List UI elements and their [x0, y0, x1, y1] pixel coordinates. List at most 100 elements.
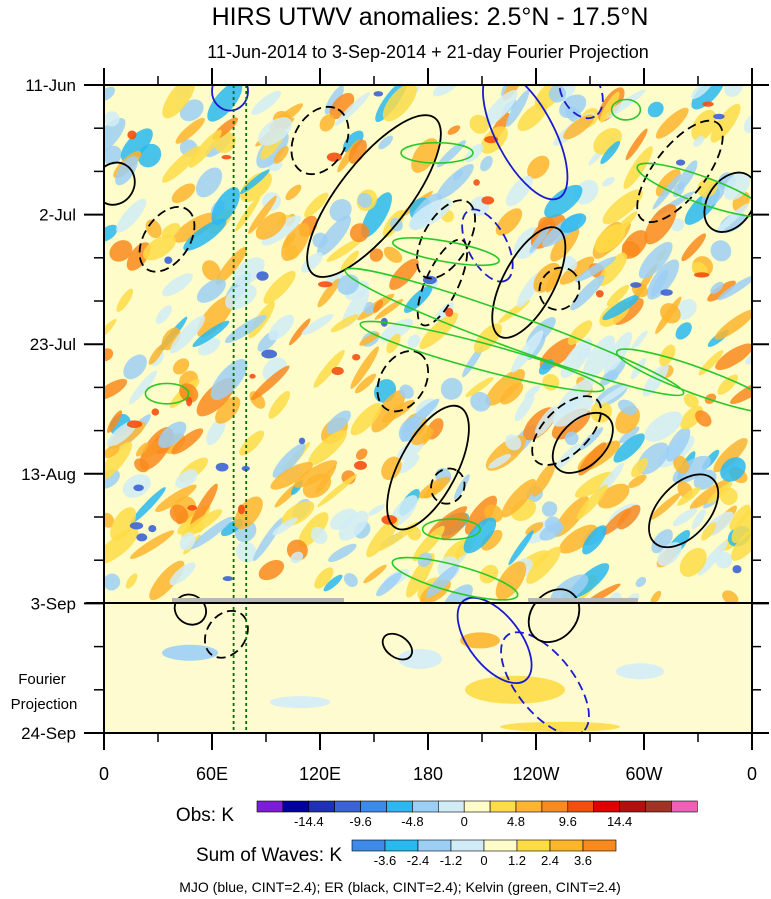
- anomaly-blob: [378, 135, 393, 150]
- anomaly-blob: [575, 256, 617, 283]
- projection-blob: [500, 721, 620, 732]
- anomaly-blob: [724, 85, 744, 97]
- anomaly-blob: [567, 320, 593, 346]
- anomaly-blob: [602, 89, 646, 120]
- anomaly-blob: [104, 445, 120, 458]
- anomaly-blob: [597, 384, 629, 406]
- er-contour: [430, 467, 466, 505]
- anomaly-blob: [651, 529, 673, 554]
- anomaly-blob: [578, 442, 607, 476]
- anomaly-blob: [261, 215, 302, 246]
- anomaly-blob: [312, 232, 328, 248]
- obs-anomaly-field: [104, 85, 752, 603]
- anomaly-blob: [479, 564, 499, 584]
- anomaly-blob: [677, 486, 701, 506]
- anomaly-blob: [366, 517, 399, 558]
- anomaly-blob: [495, 561, 527, 600]
- x-tick-label: 120W: [512, 764, 559, 784]
- anomaly-blob: [671, 218, 685, 232]
- anomaly-blob: [314, 567, 334, 589]
- anomaly-blob: [606, 369, 619, 382]
- anomaly-peak: [445, 307, 454, 317]
- anomaly-peak: [129, 522, 144, 530]
- anomaly-blob: [308, 429, 348, 466]
- anomaly-blob: [488, 453, 512, 469]
- er-contour: [703, 171, 752, 233]
- anomaly-blob: [717, 275, 752, 301]
- anomaly-blob: [224, 314, 267, 344]
- anomaly-blob: [407, 334, 421, 348]
- x-tick-label: 120E: [299, 764, 341, 784]
- anomaly-blob: [104, 117, 126, 158]
- anomaly-blob: [251, 90, 282, 115]
- anomaly-peak: [326, 152, 342, 162]
- waves-legend: Sum of Waves: K -3.6 -2.4 -1.2 0 1.2 2.4 3.6: [196, 839, 617, 868]
- anomaly-blob: [344, 572, 358, 588]
- kelvin-contour: [359, 320, 605, 393]
- anomaly-blob: [600, 140, 621, 165]
- anomaly-blob: [258, 117, 292, 146]
- anomaly-blob: [253, 517, 283, 562]
- anomaly-blob: [196, 278, 226, 303]
- anomaly-peak: [354, 460, 367, 470]
- anomaly-blob: [211, 187, 240, 226]
- anomaly-blob: [202, 260, 221, 281]
- anomaly-peak: [249, 373, 256, 379]
- anomaly-blob: [511, 330, 544, 373]
- anomaly-blob: [251, 365, 290, 401]
- anomaly-blob: [514, 393, 535, 422]
- colorbar-cell: [450, 839, 485, 852]
- anomaly-blob: [722, 590, 739, 603]
- er-contour: [290, 105, 350, 176]
- anomaly-blob: [123, 354, 147, 380]
- anomaly-blob: [559, 524, 598, 554]
- er-contour: [381, 632, 414, 661]
- anomaly-blob: [330, 314, 359, 333]
- anomaly-blob: [649, 492, 681, 520]
- anomaly-blob: [313, 349, 345, 388]
- anomaly-blob: [328, 543, 357, 563]
- obs-legend-title: Obs: K: [176, 805, 234, 826]
- anomaly-blob: [691, 85, 725, 110]
- anomaly-blob: [323, 574, 343, 592]
- anomaly-blob: [617, 504, 641, 530]
- anomaly-blob: [715, 551, 733, 569]
- anomaly-blob: [258, 560, 285, 581]
- anomaly-blob: [192, 320, 230, 347]
- anomaly-blob: [239, 430, 265, 456]
- anomaly-blob: [386, 333, 401, 354]
- anomaly-blob: [363, 564, 387, 584]
- anomaly-blob: [120, 128, 153, 162]
- projection-label-line2: Projection: [11, 696, 78, 713]
- anomaly-blob: [560, 213, 587, 233]
- anomaly-blob: [400, 398, 440, 435]
- anomaly-blob: [599, 91, 620, 123]
- x-tick-label: 0: [99, 764, 109, 784]
- anomaly-blob: [707, 482, 733, 504]
- anomaly-blob: [582, 525, 607, 555]
- anomaly-blob: [155, 484, 197, 512]
- colorbar-cell: [541, 800, 569, 813]
- anomaly-peak: [331, 366, 344, 376]
- anomaly-blob: [104, 111, 120, 127]
- anomaly-blob: [288, 318, 311, 346]
- anomaly-blob: [657, 542, 682, 566]
- anomaly-blob: [169, 315, 206, 354]
- colorbar-cell: [567, 800, 594, 813]
- anomaly-blob: [235, 196, 261, 232]
- anomaly-blob: [115, 156, 138, 186]
- anomaly-blob: [582, 335, 615, 381]
- anomaly-blob: [470, 391, 491, 412]
- anomaly-blob: [689, 479, 730, 510]
- anomaly-blob: [559, 94, 587, 119]
- anomaly-blob: [181, 509, 223, 538]
- anomaly-blob: [285, 184, 302, 201]
- anomaly-blob: [196, 295, 234, 338]
- anomaly-blob: [617, 399, 638, 416]
- anomaly-peak: [298, 437, 306, 445]
- y-tick-label: 24-Sep: [21, 724, 76, 743]
- anomaly-blob: [175, 117, 205, 144]
- kelvin-contour: [421, 518, 482, 541]
- anomaly-blob: [683, 393, 699, 408]
- anomaly-blob: [270, 461, 313, 490]
